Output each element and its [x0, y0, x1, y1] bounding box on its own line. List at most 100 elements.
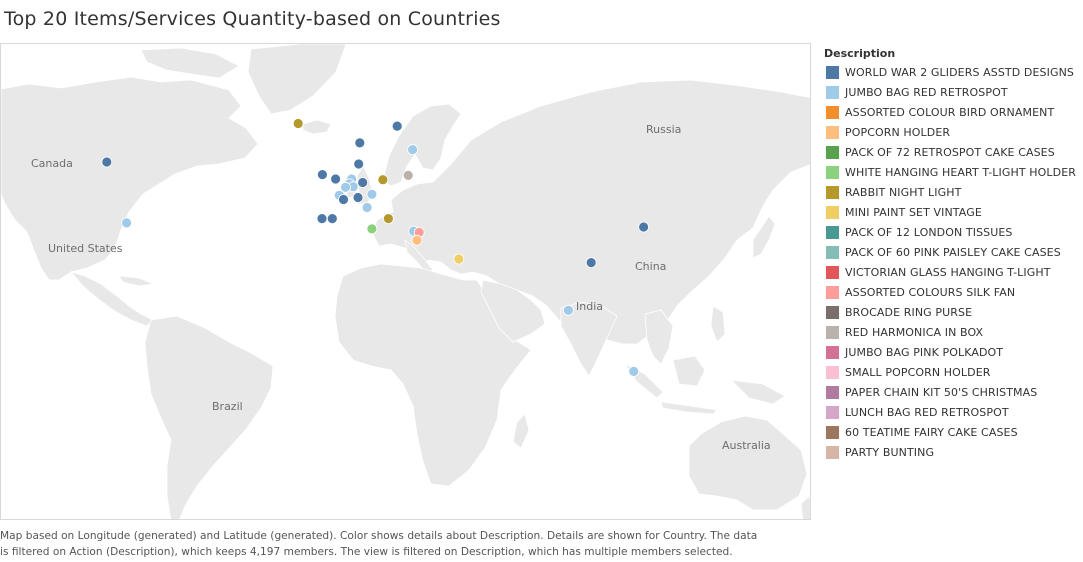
landmass-south-america [144, 315, 274, 519]
label-india: India [576, 300, 603, 313]
legend-label: LUNCH BAG RED RETROSPOT [845, 405, 1009, 419]
map-point[interactable] [628, 365, 640, 377]
landmass-arabia [480, 279, 546, 343]
legend-item[interactable]: WHITE HANGING HEART T-LIGHT HOLDER [824, 162, 1083, 182]
map-point[interactable] [366, 223, 378, 235]
landmass-cuba [118, 275, 155, 287]
legend-label: VICTORIAN GLASS HANGING T-LIGHT [845, 265, 1051, 279]
legend-swatch [826, 325, 839, 339]
legend-item[interactable]: WORLD WAR 2 GLIDERS ASSTD DESIGNS [824, 62, 1083, 82]
legend-item[interactable]: SMALL POPCORN HOLDER [824, 362, 1083, 382]
legend-label: PARTY BUNTING [845, 445, 935, 459]
legend-item[interactable]: MINI PAINT SET VINTAGE [824, 202, 1083, 222]
legend-swatch [826, 205, 839, 219]
map-point[interactable] [101, 156, 113, 168]
legend-item[interactable]: JUMBO BAG RED RETROSPOT [824, 82, 1083, 102]
legend-label: ASSORTED COLOURS SILK FAN [845, 285, 1016, 299]
legend-label: RED HARMONICA IN BOX [845, 325, 984, 339]
caption-line-2: is filtered on Action (Description), whi… [0, 546, 733, 558]
legend-label: PACK OF 60 PINK PAISLEY CAKE CASES [845, 245, 1061, 259]
landmass-madagascar [512, 413, 530, 449]
map-point[interactable] [638, 221, 649, 233]
map-point[interactable] [316, 169, 328, 181]
map-point[interactable] [391, 120, 403, 132]
legend-list: WORLD WAR 2 GLIDERS ASSTD DESIGNS JUMBO B… [824, 62, 1083, 462]
landmass-india [560, 301, 618, 377]
landmass-new-zealand [800, 495, 810, 519]
legend-swatch [826, 85, 839, 99]
legend-label: JUMBO BAG PINK POLKADOT [845, 345, 1004, 359]
label-canada: Canada [31, 157, 73, 170]
map-point[interactable] [361, 202, 373, 213]
legend-item[interactable]: PARTY BUNTING [824, 442, 1083, 462]
map-point[interactable] [411, 234, 423, 246]
data-marks[interactable] [101, 118, 649, 377]
legend-item[interactable]: PACK OF 72 RETROSPOT CAKE CASES [824, 142, 1083, 162]
legend-item[interactable]: POPCORN HOLDER [824, 122, 1083, 142]
map-point[interactable] [330, 173, 342, 185]
map-point[interactable] [377, 174, 389, 186]
map-point[interactable] [357, 177, 369, 188]
map-point[interactable] [382, 213, 394, 225]
label-russia: Russia [646, 123, 681, 136]
map-point[interactable] [366, 188, 378, 200]
label-china: China [635, 260, 666, 273]
legend-label: PAPER CHAIN KIT 50'S CHRISTMAS [845, 385, 1038, 399]
legend-item[interactable]: RED HARMONICA IN BOX [824, 322, 1083, 342]
legend-item[interactable]: BROCADE RING PURSE [824, 302, 1083, 322]
map-point[interactable] [407, 144, 419, 155]
map-point[interactable] [402, 169, 414, 181]
map-point[interactable] [453, 253, 465, 265]
legend-label: PACK OF 72 RETROSPOT CAKE CASES [845, 145, 1055, 159]
legend-item[interactable]: PACK OF 12 LONDON TISSUES [824, 222, 1083, 242]
legend-item[interactable]: PACK OF 60 PINK PAISLEY CAKE CASES [824, 242, 1083, 262]
legend-label: BROCADE RING PURSE [845, 305, 973, 319]
landmass-java [660, 401, 718, 415]
map-canvas[interactable]: Canada United States Russia China India … [1, 44, 811, 520]
map-point[interactable] [340, 181, 351, 193]
legend-swatch [826, 185, 839, 199]
legend-swatch [826, 445, 839, 459]
legend-item[interactable]: 60 TEATIME FAIRY CAKE CASES [824, 422, 1083, 442]
label-united-states: United States [48, 242, 123, 255]
map-caption: Map based on Longitude (generated) and L… [0, 528, 820, 560]
legend-label: RABBIT NIGHT LIGHT [845, 185, 962, 199]
map-point[interactable] [563, 304, 574, 316]
legend-item[interactable]: JUMBO BAG PINK POLKADOT [824, 342, 1083, 362]
legend-swatch [826, 265, 839, 279]
map-point[interactable] [353, 158, 365, 170]
landmass-australia [688, 415, 808, 511]
map-point[interactable] [326, 213, 338, 225]
legend-item[interactable]: PAPER CHAIN KIT 50'S CHRISTMAS [824, 382, 1083, 402]
landmass-philippines [710, 305, 726, 343]
legend-item[interactable]: VICTORIAN GLASS HANGING T-LIGHT [824, 262, 1083, 282]
symbol-map[interactable]: Canada United States Russia China India … [0, 43, 811, 520]
map-point[interactable] [316, 213, 328, 225]
landmass-iceland [302, 119, 332, 135]
landmass-north-america [1, 76, 259, 281]
legend-label: MINI PAINT SET VINTAGE [845, 205, 982, 219]
legend-swatch [826, 145, 839, 159]
legend-label: WORLD WAR 2 GLIDERS ASSTD DESIGNS [845, 65, 1075, 79]
legend-item[interactable]: ASSORTED COLOURS SILK FAN [824, 282, 1083, 302]
map-point[interactable] [121, 217, 132, 229]
landmass-indochina [644, 309, 674, 365]
legend-swatch [826, 305, 839, 319]
landmass-africa [334, 263, 532, 487]
label-brazil: Brazil [212, 400, 243, 413]
map-point[interactable] [292, 118, 304, 129]
map-point[interactable] [352, 192, 364, 203]
map-point[interactable] [585, 257, 597, 269]
legend-label: SMALL POPCORN HOLDER [845, 365, 991, 379]
chart-title: Top 20 Items/Services Quantity-based on … [4, 8, 501, 30]
caption-line-1: Map based on Longitude (generated) and L… [0, 530, 758, 542]
legend-item[interactable]: ASSORTED COLOUR BIRD ORNAMENT [824, 102, 1083, 122]
legend-item[interactable]: RABBIT NIGHT LIGHT [824, 182, 1083, 202]
map-point[interactable] [338, 194, 349, 205]
legend-label: ASSORTED COLOUR BIRD ORNAMENT [845, 105, 1055, 119]
legend-item[interactable]: LUNCH BAG RED RETROSPOT [824, 402, 1083, 422]
map-point[interactable] [354, 137, 366, 149]
legend-label: 60 TEATIME FAIRY CAKE CASES [845, 425, 1018, 439]
legend: Description WORLD WAR 2 GLIDERS ASSTD DE… [824, 46, 1083, 462]
landmass-greenland [247, 44, 347, 115]
